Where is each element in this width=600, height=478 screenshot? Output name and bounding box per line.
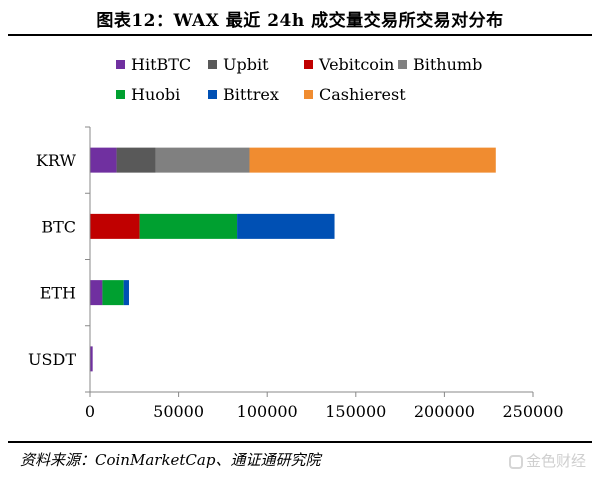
x-tick-label: 50000 [153,402,204,421]
bar-eth-bittrex [123,280,129,306]
legend-label-huobi: Huobi [131,85,180,104]
chart-title: 图表12：WAX 最近 24h 成交量交易所交易对分布 [96,11,504,31]
legend-swatch-vebitcoin [304,60,313,69]
legend-label-cashierest: Cashierest [319,85,406,104]
legend-swatch-bithumb [398,60,407,69]
category-label-usdt: USDT [28,350,76,369]
legend-swatch-hitbtc [116,60,125,69]
bar-krw-upbit [116,147,156,173]
category-label-btc: BTC [41,217,76,236]
watermark-text: 金色财经 [525,452,586,470]
legend-label-bittrex: Bittrex [223,85,279,104]
bar-krw-bithumb [155,147,250,173]
legend-swatch-huobi [116,90,125,99]
x-tick-label: 100000 [237,402,298,421]
bar-btc-vebitcoin [90,213,140,239]
category-label-eth: ETH [40,284,76,303]
x-tick-label: 200000 [414,402,475,421]
bar-krw-cashierest [249,147,496,173]
watermark-logo-icon [508,455,523,469]
x-tick-label: 150000 [325,402,386,421]
bar-btc-huobi [139,213,238,239]
bar-btc-bittrex [237,213,335,239]
legend-swatch-cashierest [304,90,313,99]
title-rule [8,34,592,36]
bar-usdt-hitbtc [90,346,93,372]
legend-label-vebitcoin: Vebitcoin [318,55,394,74]
x-tick-label: 250000 [502,402,563,421]
legend-label-upbit: Upbit [223,55,269,74]
category-label-krw: KRW [36,151,77,170]
bar-eth-hitbtc [90,280,103,306]
legend-swatch-bittrex [208,90,217,99]
x-tick-label: 0 [85,402,95,421]
legend-swatch-upbit [208,60,217,69]
bar-eth-huobi [102,280,124,306]
source-rule [8,441,592,443]
source-note: 资料来源：CoinMarketCap、通证通研究院 [20,451,321,469]
legend-label-hitbtc: HitBTC [131,55,191,74]
bar-krw-hitbtc [90,147,117,173]
watermark: 金色财经 [508,450,586,471]
legend-label-bithumb: Bithumb [413,55,482,74]
stacked-bar-chart: HitBTC Upbit Vebitcoin Bithumb Huobi Bittrex C… [28,55,563,421]
